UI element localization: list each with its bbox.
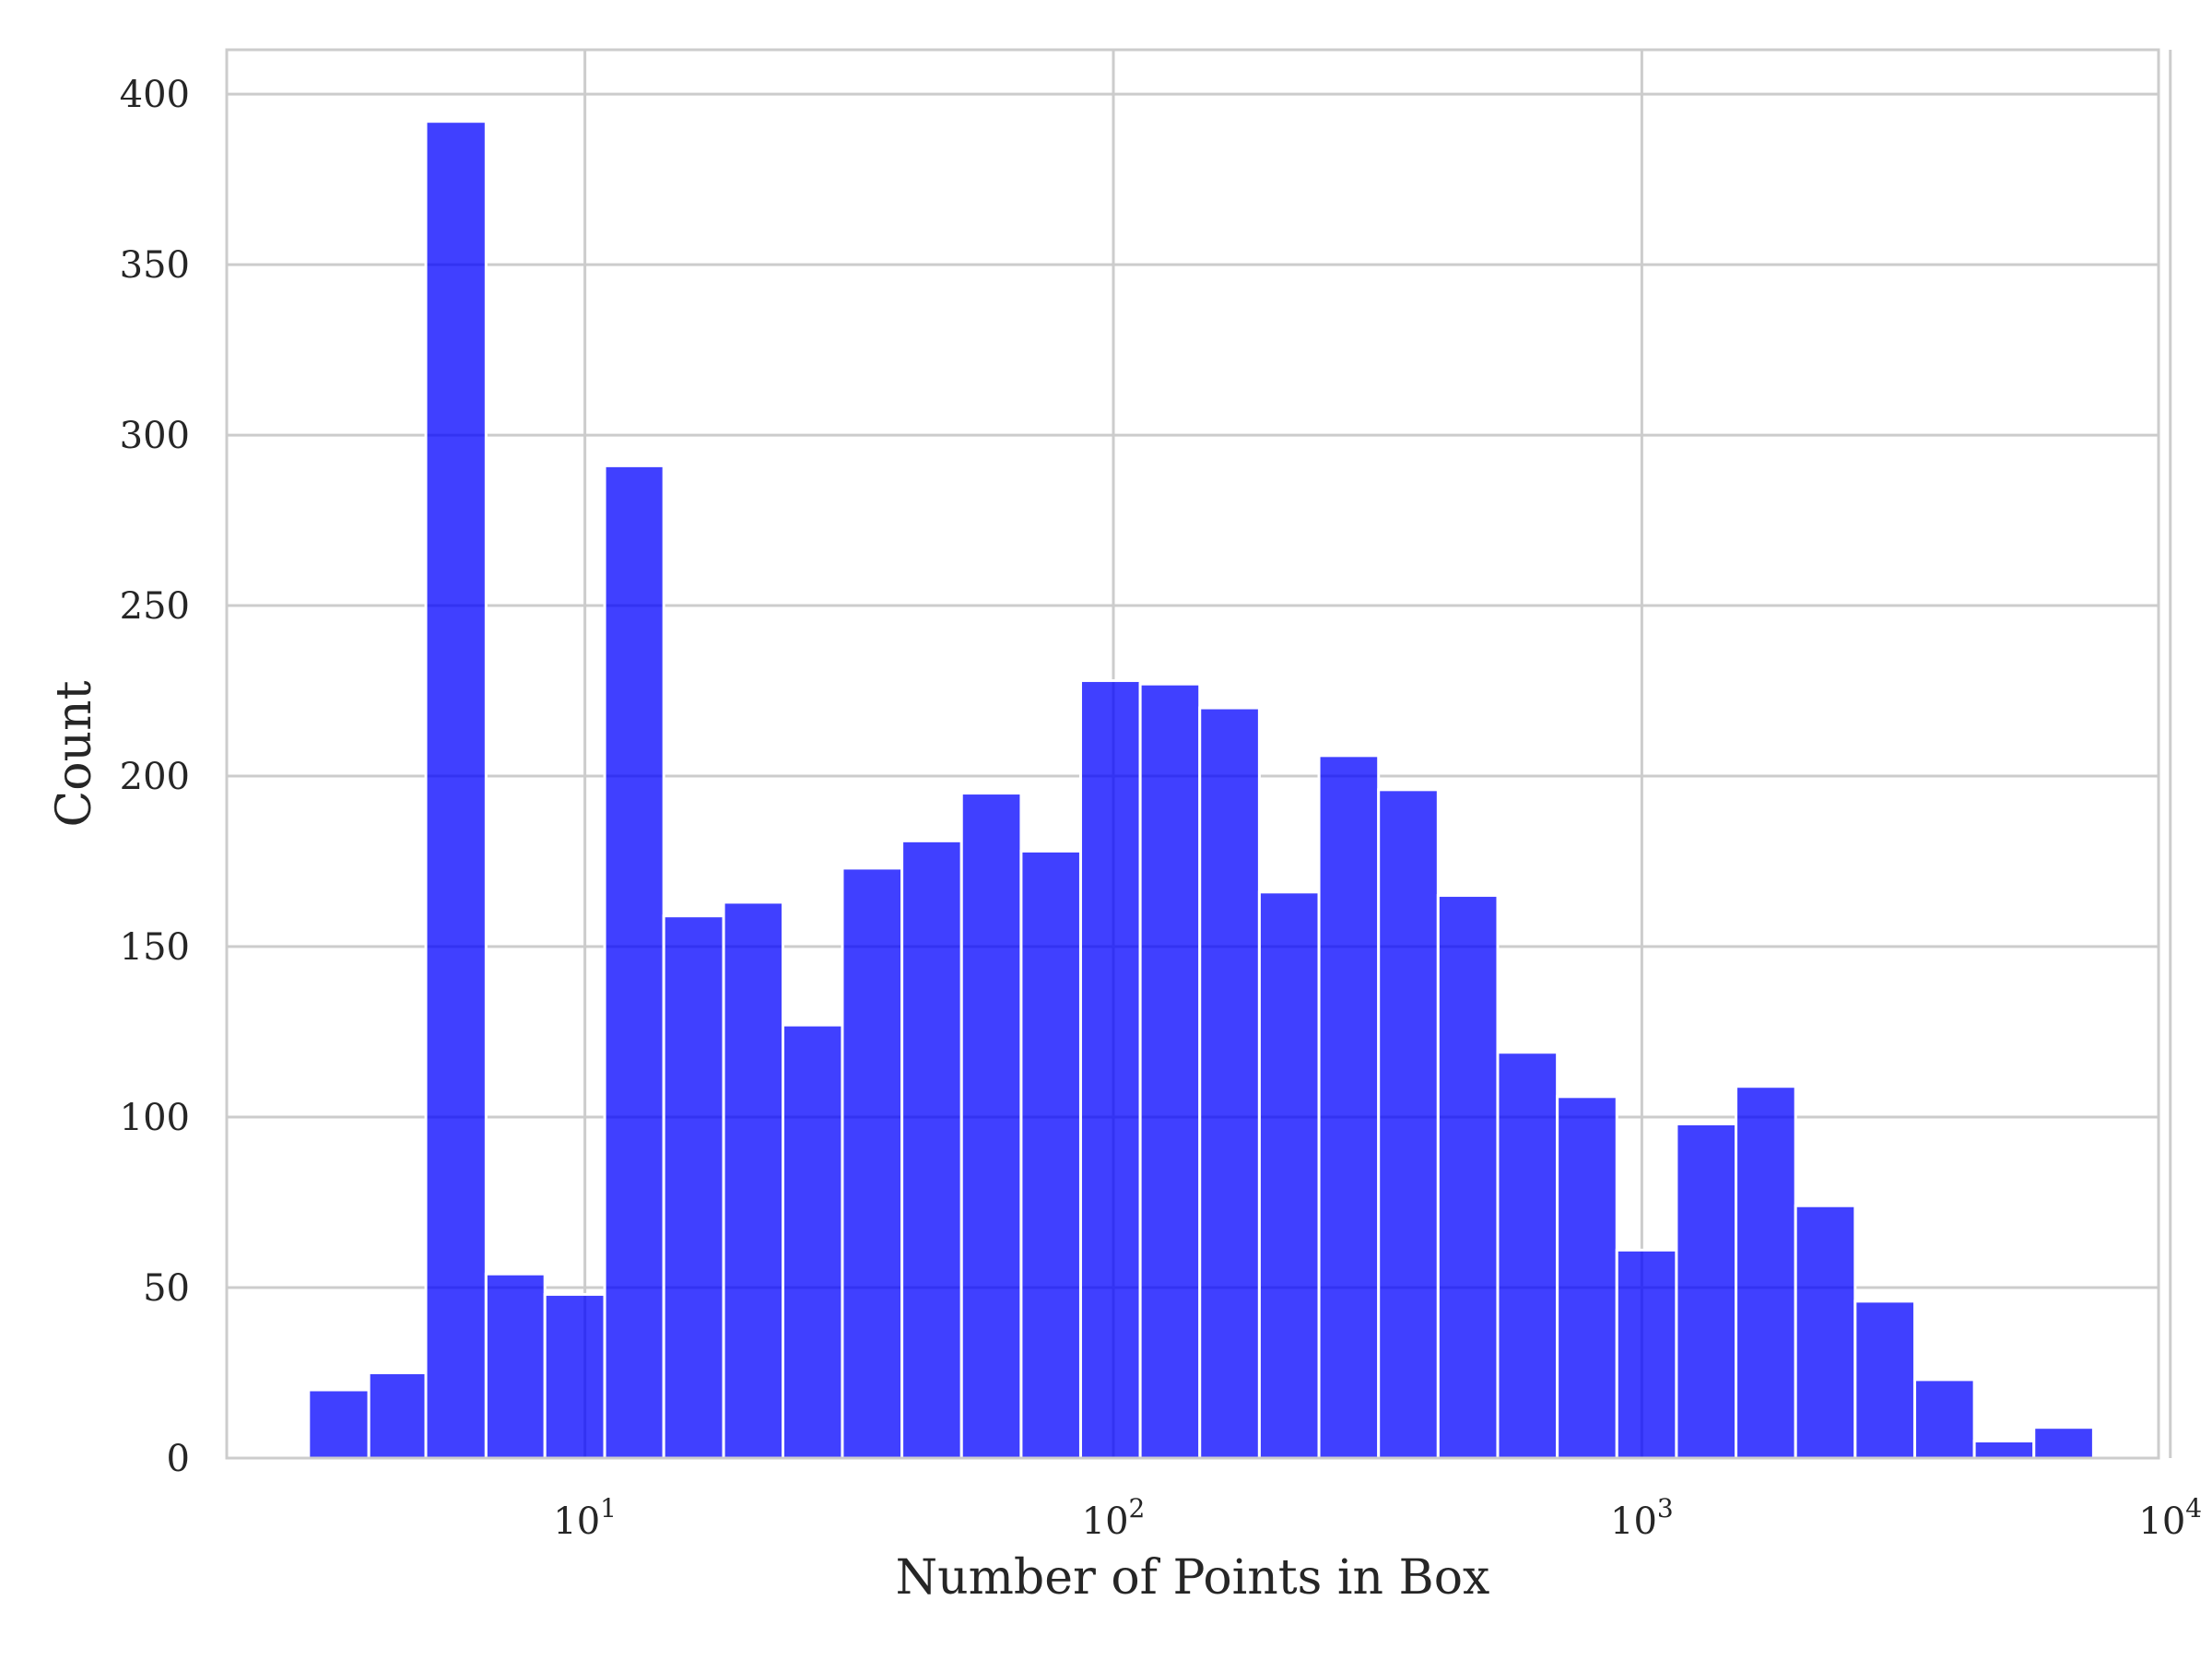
- y-tick-label: 50: [143, 1267, 190, 1310]
- histogram-bar: [1675, 1122, 1738, 1460]
- histogram-bar: [782, 1023, 844, 1460]
- histogram-bar: [1078, 678, 1142, 1460]
- x-tick-labels: 101 102 103 104: [553, 1493, 2202, 1543]
- histogram-bar: [841, 866, 904, 1460]
- y-tick-label: 200: [120, 756, 190, 798]
- histogram-bar: [900, 839, 963, 1460]
- histogram-bar: [1912, 1378, 1976, 1460]
- histogram-bar: [662, 914, 725, 1460]
- x-axis-label: Number of Points in Box: [896, 1550, 1490, 1606]
- histogram-bar: [1198, 706, 1261, 1460]
- y-tick-label: 100: [120, 1097, 190, 1139]
- histogram-bar: [1853, 1300, 1916, 1460]
- x-tick-label: 101: [553, 1493, 617, 1543]
- histogram-bar: [1377, 788, 1440, 1460]
- histogram-bar: [543, 1292, 606, 1460]
- histogram-bar: [307, 1388, 371, 1460]
- histogram-bar: [424, 120, 488, 1460]
- histogram-bar: [484, 1272, 547, 1460]
- histogram-bars: [307, 120, 2095, 1460]
- x-tick-label: 102: [1082, 1493, 1146, 1543]
- histogram-bar: [1972, 1440, 2036, 1460]
- histogram-bar: [1735, 1085, 1797, 1460]
- histogram-bar: [1556, 1095, 1618, 1460]
- y-tick-label: 300: [120, 415, 190, 457]
- histogram-bar: [603, 464, 665, 1460]
- histogram-bar: [1615, 1248, 1678, 1460]
- histogram-bar: [2032, 1426, 2095, 1460]
- histogram-bar: [367, 1371, 428, 1460]
- plot-frame: [225, 48, 2160, 1460]
- y-tick-label: 250: [120, 585, 190, 628]
- y-tick-label: 400: [120, 74, 190, 116]
- y-tick-labels: 0 50 100 150 200 250 300 350 400: [120, 74, 190, 1480]
- histogram-bar: [1019, 849, 1082, 1460]
- x-tick-label: 104: [2138, 1493, 2202, 1543]
- x-tick-label: 103: [1610, 1493, 1674, 1543]
- histogram-bar: [1794, 1204, 1857, 1460]
- histogram-bar: [959, 792, 1023, 1460]
- y-axis-label: Count: [47, 680, 102, 827]
- y-tick-label: 150: [120, 926, 190, 969]
- histogram-bar: [1436, 894, 1500, 1460]
- y-tick-label: 350: [120, 244, 190, 287]
- histogram-bar: [1496, 1051, 1559, 1460]
- y-tick-label: 0: [167, 1438, 190, 1480]
- histogram-bar: [1138, 682, 1202, 1460]
- histogram-bar: [1257, 890, 1321, 1460]
- histogram-bar: [1317, 754, 1381, 1460]
- x-gridlines: [583, 50, 2172, 1458]
- histogram-bar: [722, 900, 785, 1460]
